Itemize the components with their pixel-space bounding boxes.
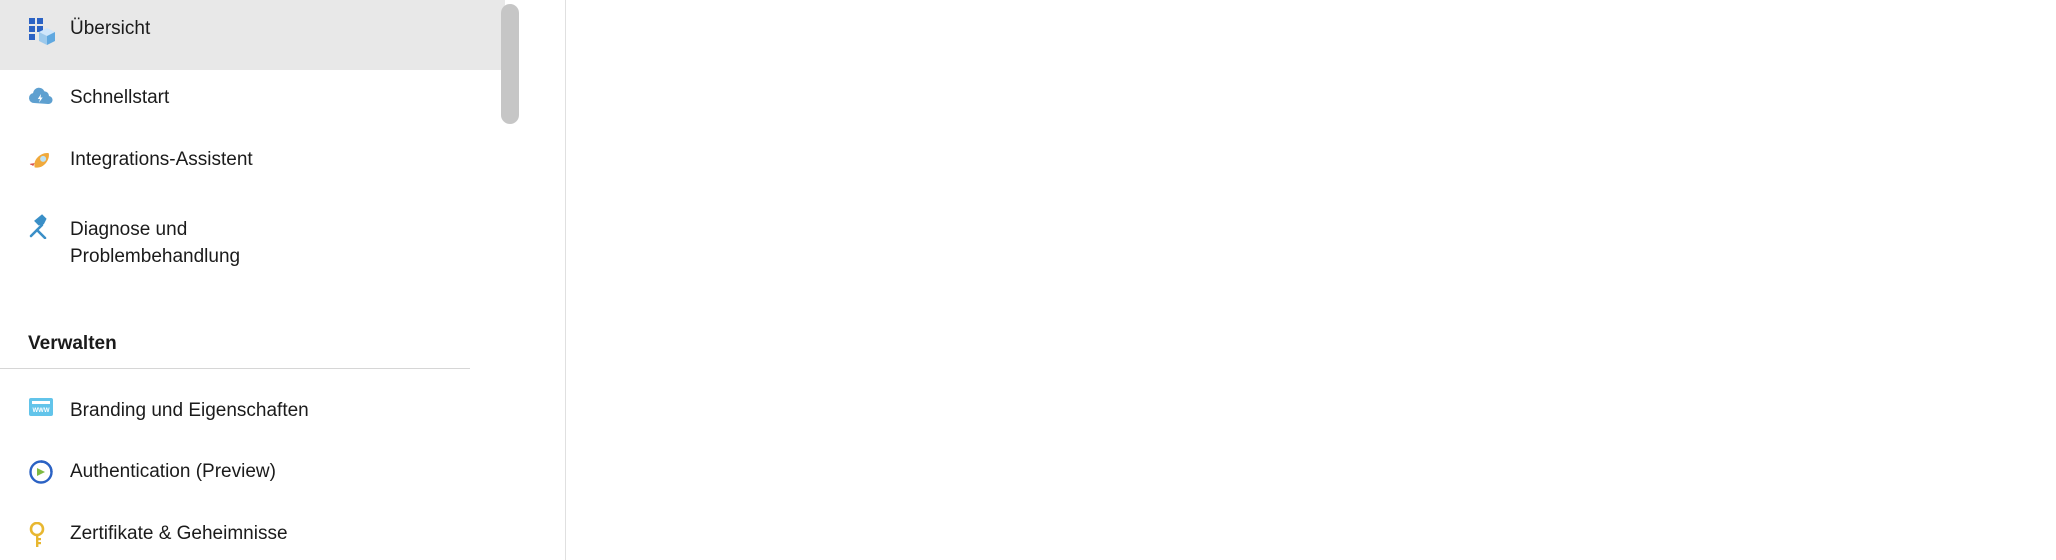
svg-text:WWW: WWW <box>33 408 50 414</box>
